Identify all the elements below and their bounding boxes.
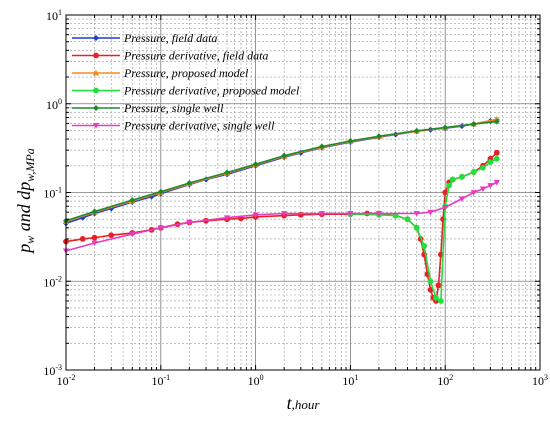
y-tick-label: 10-3 <box>43 363 62 378</box>
series-6-point <box>223 215 231 221</box>
series-2-point <box>435 282 442 289</box>
series-4 <box>347 155 500 304</box>
grid <box>65 15 540 371</box>
legend-marker <box>93 87 99 94</box>
series-2-point <box>91 234 98 241</box>
y-axis-title-mid: and dp <box>14 182 34 236</box>
series-5-point <box>318 143 325 150</box>
series-6-point <box>252 212 259 219</box>
series-6-point <box>91 240 98 247</box>
legend-marker <box>93 52 99 59</box>
series-4-point <box>470 169 477 175</box>
legend-entry-1: Pressure, field data <box>72 31 217 45</box>
series-5-point <box>442 124 449 131</box>
series-layer <box>62 115 500 304</box>
series-5-point <box>252 161 259 168</box>
x-tick-label: 101 <box>342 373 358 388</box>
series-5-point <box>91 208 98 215</box>
series-4-point <box>493 155 500 162</box>
series-5-point <box>493 118 500 125</box>
series-6-point <box>442 204 449 211</box>
series-6-point <box>458 196 466 202</box>
x-tick-label: 10-2 <box>57 373 76 388</box>
legend-label: Pressure, single well <box>123 101 224 115</box>
y-axis-title-unit: w,MPa <box>23 148 37 181</box>
legend: Pressure, field data Pressure derivative,… <box>72 31 300 133</box>
series-5-point <box>224 169 231 176</box>
x-axis-title-unit: ,hour <box>292 397 321 412</box>
legend-label: Pressure derivative, field data <box>123 49 268 63</box>
legend-marker <box>92 34 100 42</box>
legend-label: Pressure derivative, proposed model <box>123 84 300 98</box>
series-6-point <box>479 186 487 193</box>
legend-label: Pressure derivative, single well <box>123 119 275 133</box>
series-6-point <box>470 190 477 196</box>
series-4-point <box>458 173 465 180</box>
series-4-point <box>480 164 486 171</box>
series-6-point <box>347 211 354 217</box>
series-6-point <box>129 231 136 238</box>
series-5-point <box>413 127 420 134</box>
y-axis-title-w: w <box>23 236 37 244</box>
y-tick-label: 10-2 <box>43 274 62 289</box>
series-2-point <box>108 232 115 239</box>
series-6-point <box>375 211 383 217</box>
series-6-point <box>493 180 500 186</box>
series-4-point <box>421 243 428 249</box>
series-6-point <box>487 183 494 189</box>
series-4-point <box>487 159 494 166</box>
series-6-point <box>281 211 288 217</box>
legend-marker <box>92 123 100 129</box>
series-6 <box>62 180 500 255</box>
legend-marker <box>92 69 100 76</box>
legend-label: Pressure, field data <box>123 31 217 45</box>
series-5-point <box>470 121 477 128</box>
series-4-point <box>404 216 411 223</box>
series-2-point <box>493 149 500 156</box>
series-5-point <box>281 152 288 159</box>
series-4-point <box>449 176 456 183</box>
x-axis-title-main: t <box>287 393 293 413</box>
y-tick-label: 101 <box>46 8 62 23</box>
series-4-point <box>433 294 439 301</box>
y-tick-label: 10-1 <box>43 186 62 201</box>
legend-entry-2: Pressure derivative, field data <box>72 49 268 63</box>
series-4-point <box>446 182 453 189</box>
series-5-point <box>186 179 193 187</box>
series-4-point <box>437 298 444 304</box>
x-tick-label: 10-1 <box>151 373 170 388</box>
series-5-point <box>375 133 382 140</box>
series-2-point <box>79 236 86 242</box>
y-axis-title-p: p <box>14 244 34 255</box>
series-6-point <box>186 220 193 226</box>
legend-label: Pressure, proposed model <box>123 66 249 80</box>
x-tick-label: 103 <box>532 373 548 388</box>
legend-entry-3: Pressure, proposed model <box>72 66 249 80</box>
series-6-point <box>157 225 164 232</box>
legend-entry-5: Pressure, single well <box>72 101 224 115</box>
series-4-point <box>413 224 420 231</box>
series-6-point <box>427 209 434 216</box>
y-tick-label: 100 <box>46 97 62 112</box>
series-5-point <box>129 197 136 204</box>
ticks <box>65 15 540 371</box>
x-tick-label: 102 <box>437 373 453 388</box>
x-tick-label: 100 <box>248 373 264 388</box>
legend-marker <box>92 104 100 112</box>
series-6-point <box>413 211 420 217</box>
series-4-point <box>427 278 434 285</box>
series-5-point <box>347 138 354 145</box>
y-axis-title: pw and dpw,MPa <box>14 148 37 254</box>
series-6-point <box>318 211 325 217</box>
x-axis-title: t,hour <box>287 393 321 413</box>
legend-entry-6: Pressure derivative, single well <box>72 119 275 133</box>
legend-entry-4: Pressure derivative, proposed model <box>72 84 300 98</box>
series-5-point <box>157 188 164 195</box>
